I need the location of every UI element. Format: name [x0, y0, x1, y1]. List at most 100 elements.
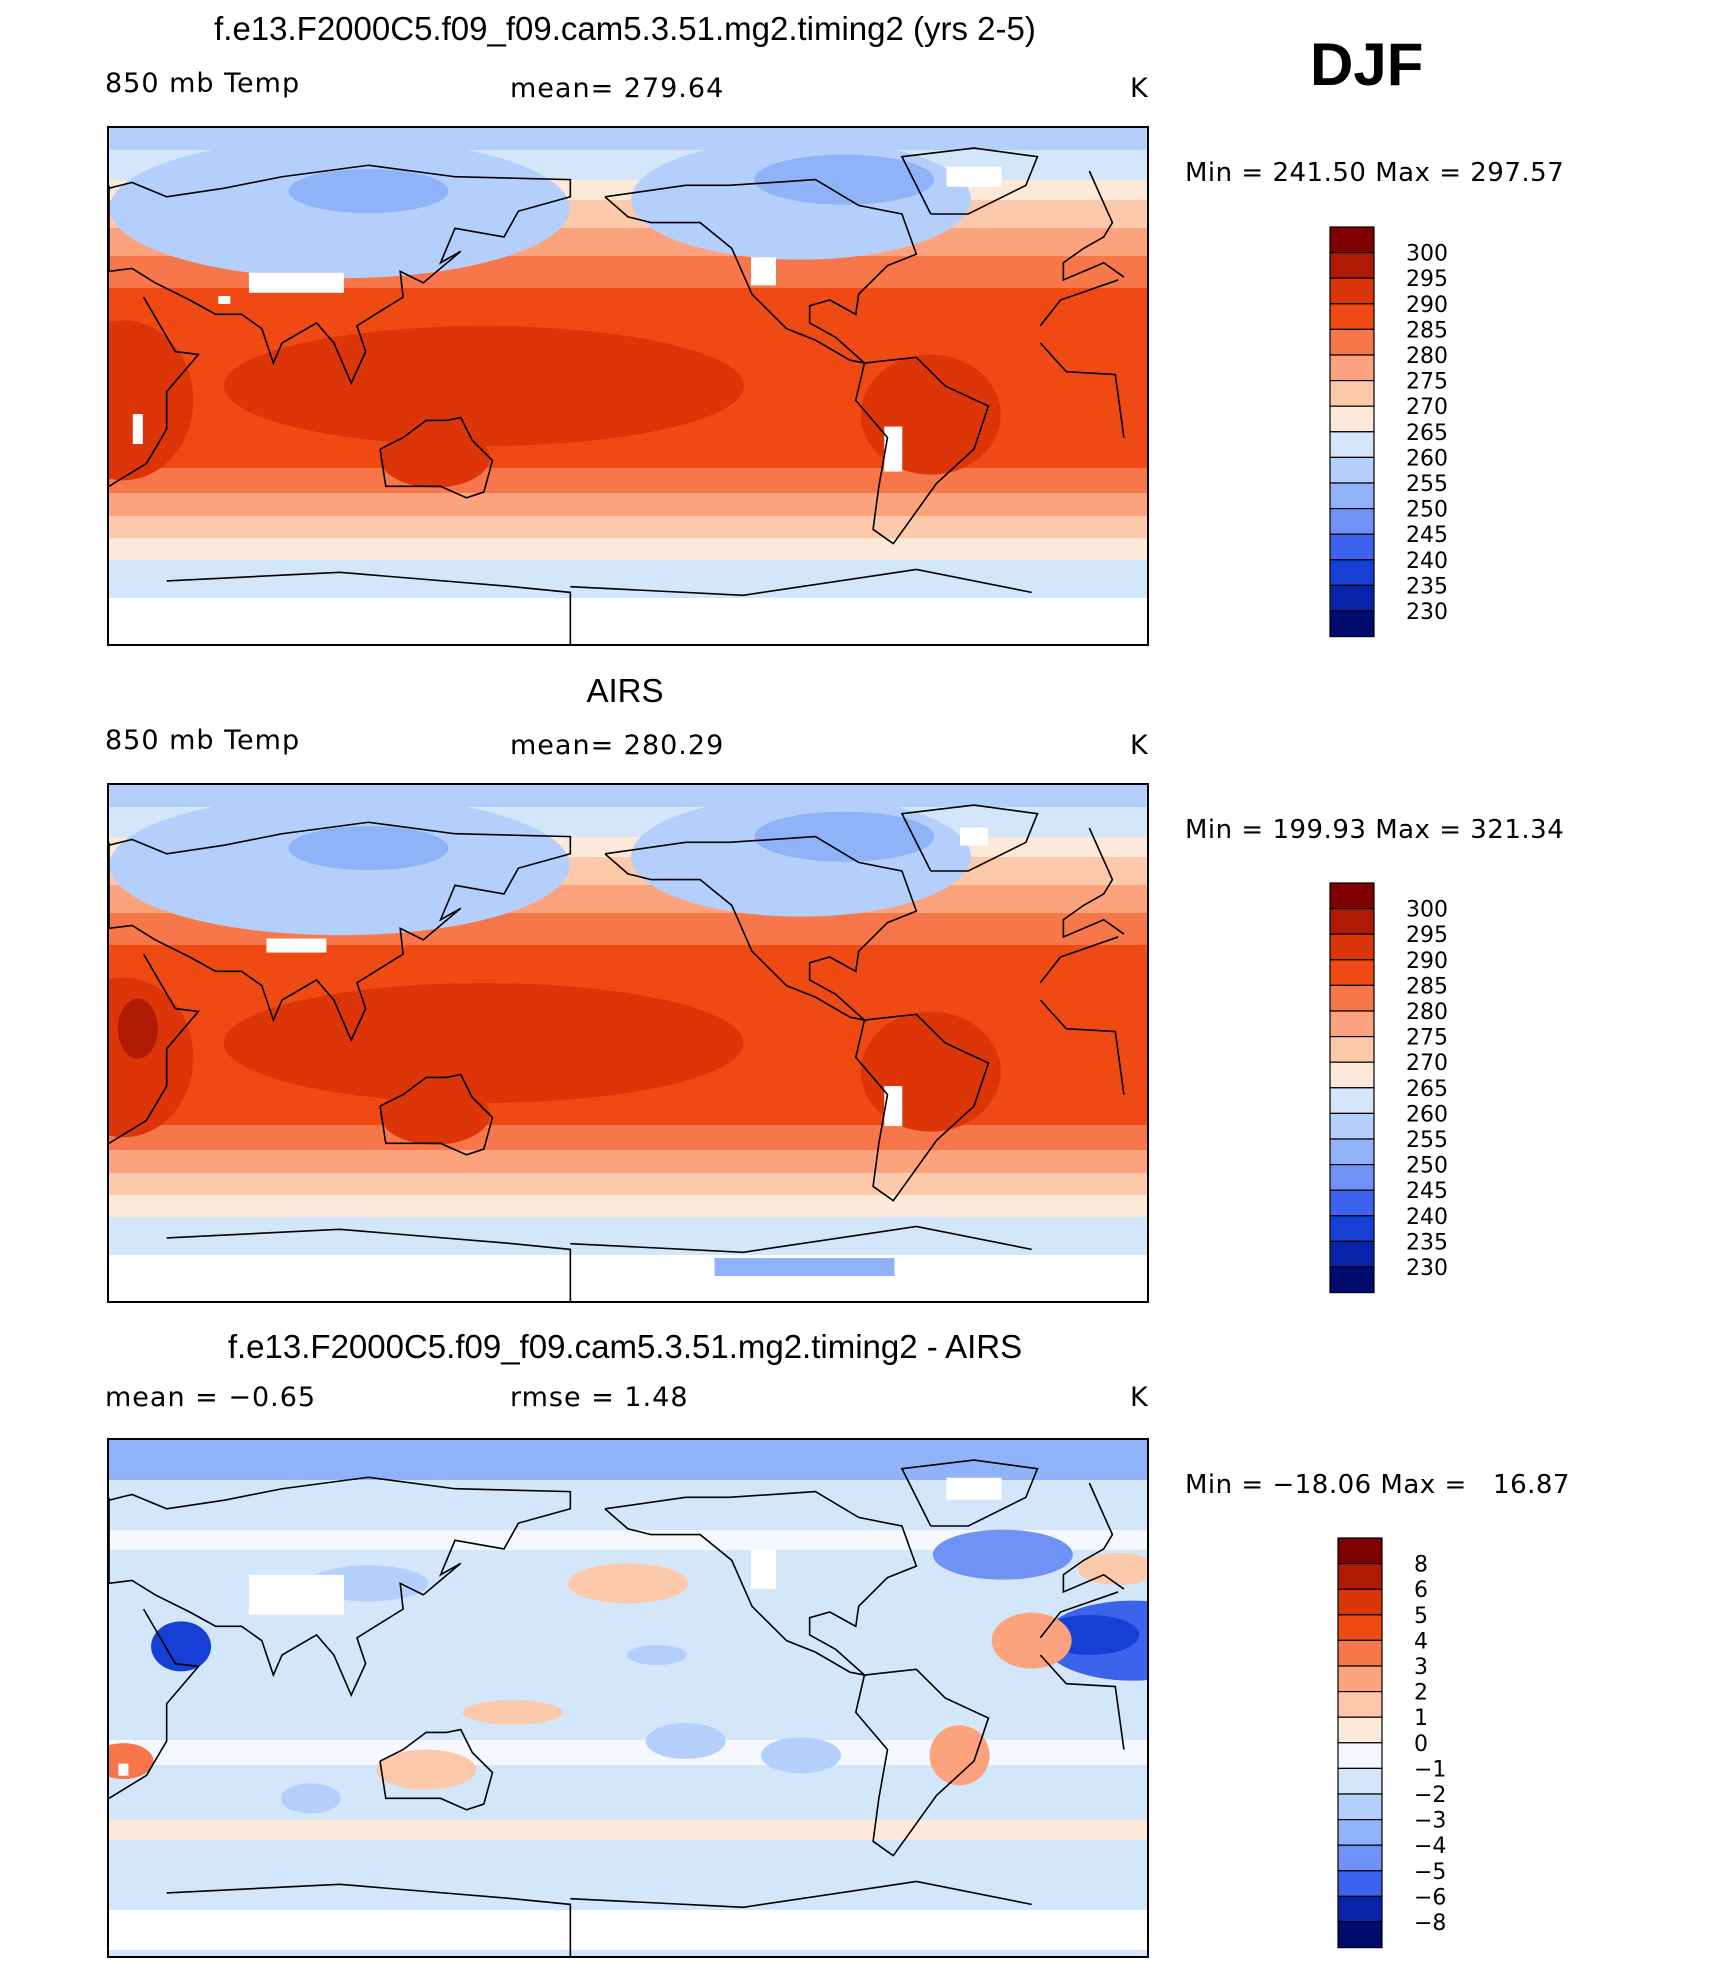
colorbar-swatch — [1329, 456, 1375, 484]
missing-data-mask — [218, 296, 231, 304]
colorbar-label: 4 — [1414, 1629, 1428, 1654]
missing-data-mask — [884, 1086, 903, 1127]
colorbar-swatch — [1329, 303, 1375, 331]
colorbar-label: 245 — [1406, 523, 1448, 548]
colorbar-label: 3 — [1414, 1655, 1428, 1680]
colorbar-label: 8 — [1414, 1553, 1428, 1578]
panel-3-map-svg — [109, 1440, 1147, 1956]
colorbar-label: 245 — [1406, 1179, 1448, 1204]
colorbar-label: 260 — [1406, 446, 1448, 471]
colorbar-label: −3 — [1414, 1809, 1446, 1834]
panel-3-units-label: K — [1130, 1382, 1149, 1413]
panel-3-mean-label: mean = −0.65 — [105, 1382, 317, 1413]
colorbar-label: 290 — [1406, 949, 1448, 974]
colorbar-label: 6 — [1414, 1578, 1428, 1603]
panel-2-map — [107, 783, 1149, 1303]
colorbar-swatch — [1329, 226, 1375, 254]
colorbar-swatch — [1337, 1614, 1383, 1642]
panel-3-map — [107, 1438, 1149, 1958]
colorbar-swatch — [1329, 584, 1375, 612]
colorbar-label: 270 — [1406, 1051, 1448, 1076]
coastline — [1062, 1482, 1125, 1594]
missing-data-mask — [118, 1763, 129, 1776]
coastline — [109, 821, 572, 1043]
colorbar-label: 230 — [1406, 600, 1448, 625]
missing-data-mask — [751, 1549, 777, 1589]
colorbar-swatch — [1337, 1588, 1383, 1616]
colorbar-label: 285 — [1406, 318, 1448, 343]
colorbar-swatch — [1337, 1537, 1383, 1565]
coastline — [379, 1073, 494, 1156]
colorbar-label: 250 — [1406, 498, 1448, 523]
colorbar-swatch — [1329, 252, 1375, 279]
panel-1-mean-label: mean= 279.64 — [510, 73, 725, 104]
colorbar-label: 290 — [1406, 293, 1448, 318]
panel-1-map-svg — [109, 128, 1147, 644]
colorbar-swatch — [1329, 933, 1375, 961]
colorbar-label: 235 — [1406, 574, 1448, 599]
colorbar-label: 230 — [1406, 1256, 1448, 1281]
coastline — [1039, 936, 1119, 984]
missing-data-mask — [960, 827, 988, 846]
colorbar-label: 265 — [1406, 1077, 1448, 1102]
colorbar-swatch — [1337, 1819, 1383, 1846]
colorbar-swatch — [1337, 1742, 1383, 1770]
coastline — [166, 1883, 572, 1956]
colorbar-label: −8 — [1414, 1911, 1446, 1936]
colorbar-label: 255 — [1406, 472, 1448, 497]
colorbar-label: 5 — [1414, 1604, 1428, 1629]
colorbar-label: −2 — [1414, 1783, 1446, 1808]
missing-data-mask — [946, 166, 1002, 187]
colorbar-swatch — [1329, 1240, 1375, 1268]
colorbar-label: 255 — [1406, 1128, 1448, 1153]
coastline — [166, 1228, 572, 1301]
panel-2-mean-label: mean= 280.29 — [510, 730, 725, 761]
colorbar-swatch — [1329, 1061, 1375, 1089]
colorbar-swatch — [1337, 1716, 1383, 1744]
panel-1-variable-label: 850 mb Temp — [105, 68, 301, 99]
colorbar-label: 280 — [1406, 1000, 1448, 1025]
missing-data-mask — [946, 1477, 1002, 1500]
colorbar-swatch — [1329, 984, 1375, 1012]
colorbar-label: 295 — [1406, 923, 1448, 948]
coastline — [1062, 170, 1125, 282]
panel-3-rmse-label: rmse = 1.48 — [510, 1382, 689, 1413]
colorbar-swatch — [1329, 559, 1375, 586]
panel-2-min-max: Min = 199.93 Max = 321.34 — [1185, 815, 1565, 845]
panel-1-min-max: Min = 241.50 Max = 297.57 — [1185, 158, 1565, 188]
colorbar-swatch — [1329, 277, 1375, 305]
colorbar-label: −1 — [1414, 1757, 1446, 1782]
colorbar-swatch — [1329, 328, 1375, 356]
coastline — [604, 178, 918, 365]
coastline — [1039, 1654, 1125, 1750]
missing-data-mask — [266, 938, 327, 953]
panel-1-units-label: K — [1130, 73, 1149, 104]
coastline — [854, 1668, 990, 1857]
colorbar-label: 280 — [1406, 344, 1448, 369]
colorbar-label: −6 — [1414, 1885, 1446, 1910]
panel-1-title: f.e13.F2000C5.f09_f09.cam5.3.51.mg2.timi… — [214, 10, 1036, 47]
coastline — [900, 1459, 1039, 1527]
coastline — [570, 568, 1032, 597]
colorbar-swatch — [1329, 508, 1375, 535]
panel-1-map — [107, 126, 1149, 646]
missing-data-mask — [884, 426, 903, 472]
coastline — [166, 571, 572, 644]
colorbar-label: 275 — [1406, 1026, 1448, 1051]
colorbar-swatch — [1337, 1563, 1383, 1590]
temperature-field — [109, 785, 1147, 1301]
colorbar-swatch — [1329, 1036, 1375, 1063]
colorbar-label: 2 — [1414, 1681, 1428, 1706]
panel-3-min-max: Min = −18.06 Max = 16.87 — [1185, 1470, 1570, 1500]
colorbar-swatch — [1329, 1189, 1375, 1217]
colorbar-label: 240 — [1406, 1205, 1448, 1230]
colorbar-label: 265 — [1406, 421, 1448, 446]
colorbar-swatch — [1329, 1087, 1375, 1115]
missing-data-mask — [248, 272, 344, 293]
coastline — [1062, 827, 1125, 939]
colorbar-swatch — [1337, 1895, 1383, 1923]
colorbar-label: −4 — [1414, 1834, 1446, 1859]
coastline — [1039, 342, 1125, 438]
coastlines — [109, 1459, 1125, 1956]
colorbar-swatch — [1329, 1164, 1375, 1191]
